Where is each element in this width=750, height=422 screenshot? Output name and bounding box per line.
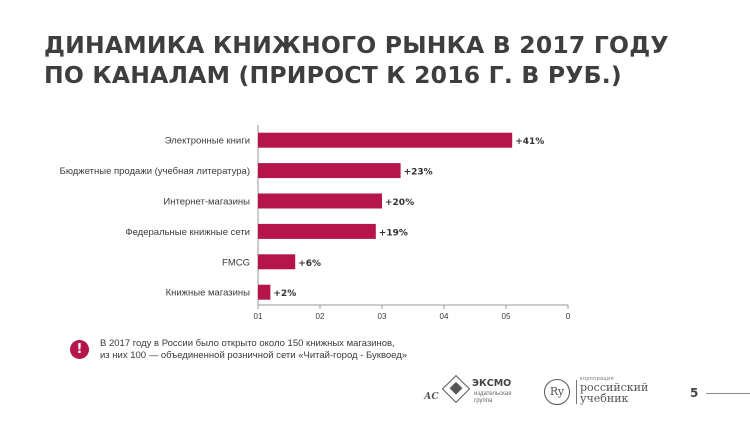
page-number: 5 [690, 386, 699, 400]
ac-logo: АС [424, 392, 439, 402]
data-label: +20% [385, 198, 414, 208]
x-tick-label: 05 [502, 312, 511, 321]
category-label: Бюджетные продажи (учебная литература) [60, 166, 250, 177]
rosuchebnik-name-line-2: учебник [580, 392, 629, 405]
data-label: +19% [379, 228, 408, 238]
page-title: ДИНАМИКА КНИЖНОГО РЫНКА В 2017 ГОДУ ПО К… [44, 30, 669, 90]
category-label: FMCG [222, 257, 250, 268]
note-line-1: В 2017 году в России было открыто около … [100, 338, 395, 349]
eksmo-logo-name: ЭКСМО [472, 378, 512, 389]
note-text: В 2017 году в России было открыто около … [100, 338, 460, 362]
page-number-rule [706, 393, 750, 394]
eksmo-logo-subtitle: издательская группа [474, 391, 534, 405]
data-label: +6% [298, 259, 321, 269]
category-label: Книжные магазины [166, 288, 251, 299]
x-tick-label: 04 [440, 312, 449, 321]
bar [258, 223, 376, 239]
data-label: +23% [404, 168, 433, 178]
category-label: Интернет-магазины [163, 197, 250, 208]
rosuchebnik-logo-icon: Ry [544, 379, 570, 405]
bar-chart: Электронные книги +41% Бюджетные продажи (… [60, 125, 571, 321]
data-label: +2% [273, 289, 296, 299]
note-line-2: из них 100 — объединенной розничной сети… [100, 350, 408, 361]
eksmo-subtitle-line-2: группа [474, 398, 493, 404]
rosuchebnik-name-line-1: российский [580, 381, 649, 394]
bar [258, 193, 382, 209]
eksmo-logo-icon [441, 374, 471, 404]
x-tick-label: 03 [378, 312, 387, 321]
x-tick-label: 01 [254, 312, 263, 321]
title-line-1: ДИНАМИКА КНИЖНОГО РЫНКА В 2017 ГОДУ [44, 31, 669, 59]
logo-divider [576, 380, 577, 404]
title-line-2: ПО КАНАЛАМ (ПРИРОСТ К 2016 Г. В РУБ.) [44, 61, 622, 89]
rosuchebnik-logo-name: российский учебник [580, 382, 648, 404]
bar [258, 254, 296, 270]
bar [258, 284, 271, 300]
category-label: Электронные книги [165, 136, 250, 147]
exclamation-icon: ! [70, 340, 89, 359]
category-label: Федеральные книжные сети [125, 227, 250, 238]
x-tick-label: 0 [566, 312, 571, 321]
eksmo-subtitle-line-1: издательская [474, 391, 512, 397]
data-label: +41% [515, 137, 544, 147]
rosuchebnik-logo-small: корпорация [580, 376, 614, 382]
bar [258, 163, 401, 179]
bar [258, 132, 513, 148]
x-tick-label: 02 [316, 312, 325, 321]
